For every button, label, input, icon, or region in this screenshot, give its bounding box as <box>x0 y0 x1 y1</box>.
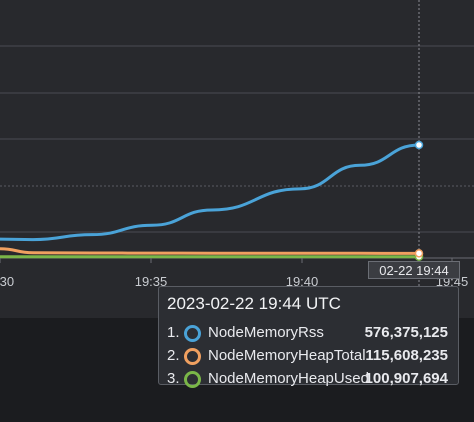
x-tick-label: 19:35 <box>135 274 168 289</box>
series-line-NodeMemoryRss <box>0 143 420 242</box>
series-line-NodeMemoryHeapTotal <box>0 247 420 255</box>
tooltip-row: 2. NodeMemoryHeapTotal 115,608,235 <box>167 346 448 366</box>
hover-time-badge: 02-22 19:44 <box>368 261 460 279</box>
series-value: 100,907,694 <box>364 370 448 387</box>
series-lines <box>0 143 420 259</box>
tooltip-row: 1. NodeMemoryRss 576,375,125 <box>167 323 448 343</box>
tooltip-row: 3. NodeMemoryHeapUsed 100,907,694 <box>167 369 448 388</box>
row-index: 3. <box>167 370 180 387</box>
series-ring-icon <box>184 325 201 342</box>
series-name: NodeMemoryHeapTotal <box>208 347 366 364</box>
series-ring-icon <box>184 371 201 388</box>
x-tick-label: 19:40 <box>286 274 319 289</box>
row-index: 1. <box>167 324 180 341</box>
series-value: 576,375,125 <box>364 324 448 341</box>
series-ring-icon <box>184 348 201 365</box>
tooltip: 2023-02-22 19:44 UTC 1. NodeMemoryRss 57… <box>158 286 459 388</box>
series-value: 115,608,235 <box>365 347 448 364</box>
series-name: NodeMemoryRss <box>208 324 324 341</box>
row-index: 2. <box>167 347 180 364</box>
x-tick-label: :30 <box>0 274 14 289</box>
hover-point-NodeMemoryRss <box>414 140 424 150</box>
series-name: NodeMemoryHeapUsed <box>208 370 369 387</box>
hover-point-NodeMemoryHeapTotal <box>414 249 424 258</box>
hover-markers <box>414 140 424 262</box>
tooltip-title: 2023-02-22 19:44 UTC <box>167 294 341 313</box>
